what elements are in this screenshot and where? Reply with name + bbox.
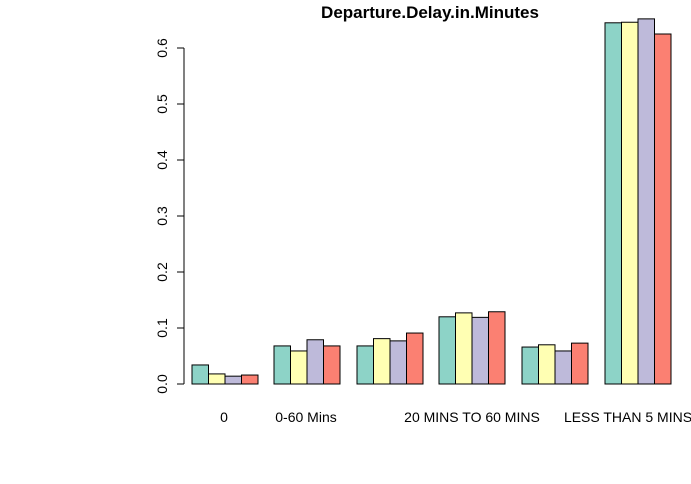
x-category-label: LESS THAN 5 MINS	[564, 409, 691, 425]
bar	[224, 375, 242, 385]
bar	[306, 339, 324, 385]
x-category-label: 0-60 Mins	[275, 409, 336, 425]
x-category-label: 0	[220, 409, 228, 425]
bar	[455, 312, 473, 385]
y-tick-label: 0.0	[154, 374, 170, 394]
bar-cluster	[273, 339, 341, 385]
y-tick-label: 0.5	[154, 94, 170, 114]
x-category-label: 20 MINS TO 60 MINS	[404, 409, 540, 425]
bar	[290, 350, 308, 385]
bar	[373, 338, 391, 385]
bar	[554, 350, 572, 385]
bar	[471, 316, 489, 385]
bar	[273, 345, 291, 385]
bar	[654, 33, 672, 385]
bar	[621, 21, 639, 385]
y-tick-label: 0.3	[154, 206, 170, 226]
bar	[488, 311, 506, 385]
bar-cluster	[604, 18, 672, 385]
bar	[323, 345, 341, 385]
bar	[538, 344, 556, 385]
bar	[406, 332, 424, 385]
y-tick-label: 0.4	[154, 150, 170, 170]
y-tick-label: 0.2	[154, 262, 170, 282]
bar	[637, 18, 655, 385]
bar	[191, 364, 209, 385]
bar	[521, 346, 539, 385]
y-axis: 0.0 0.1 0.2 0.3 0.4 0.5 0.6	[154, 38, 185, 394]
bar	[356, 345, 374, 385]
bar	[604, 22, 622, 385]
bar	[389, 340, 407, 385]
x-axis-labels: 0 0-60 Mins 20 MINS TO 60 MINS LESS THAN 5 …	[220, 409, 691, 425]
bar-cluster	[438, 311, 506, 385]
bar-cluster	[356, 332, 424, 385]
bar-cluster	[521, 342, 589, 385]
bar-group	[191, 18, 672, 385]
bar	[438, 316, 456, 385]
bar	[571, 342, 589, 385]
bar	[208, 373, 226, 385]
chart-title: Departure.Delay.in.Minutes	[321, 3, 539, 22]
y-tick-label: 0.1	[154, 318, 170, 338]
y-tick-label: 0.6	[154, 38, 170, 58]
bar-cluster	[191, 364, 259, 385]
bar	[241, 374, 259, 385]
